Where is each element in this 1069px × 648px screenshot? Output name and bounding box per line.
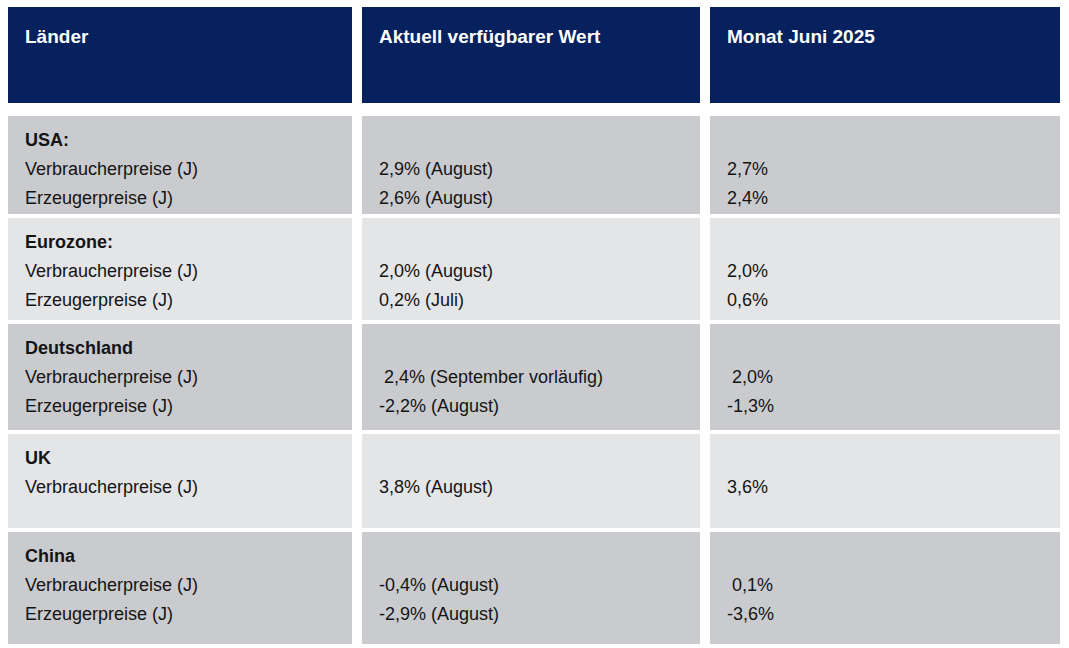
current-values: -0,4% (August) -2,9% (August)	[379, 571, 688, 629]
table-row-eurozone: Eurozone: Verbraucherpreise (J) Erzeuger…	[8, 218, 1060, 320]
current-values: 2,0% (August) 0,2% (Juli)	[379, 257, 688, 315]
line-spacer	[727, 444, 1048, 473]
line-spacer	[727, 126, 1048, 155]
line-spacer	[727, 334, 1048, 363]
current-values: 2,4% (September vorläufig) -2,2% (August…	[379, 363, 688, 421]
june-values: 3,6%	[727, 473, 1048, 502]
june-value-cell: 2,0% 0,6%	[710, 218, 1060, 320]
country-cell: Eurozone: Verbraucherpreise (J) Erzeuger…	[8, 218, 352, 320]
header-laender: Länder	[8, 7, 352, 103]
june-values: 0,1% -3,6%	[727, 571, 1048, 629]
line-spacer	[379, 334, 688, 363]
current-value-cell: 2,4% (September vorläufig) -2,2% (August…	[362, 324, 700, 430]
current-values: 2,9% (August) 2,6% (August)	[379, 155, 688, 213]
header-monat-juni: Monat Juni 2025	[710, 7, 1060, 103]
table-row-usa: USA: Verbraucherpreise (J) Erzeugerpreis…	[8, 116, 1060, 214]
country-cell: UK Verbraucherpreise (J)	[8, 434, 352, 528]
june-values: 2,7% 2,4%	[727, 155, 1048, 213]
table-row-deutschland: Deutschland Verbraucherpreise (J) Erzeug…	[8, 324, 1060, 430]
current-value-cell: 3,8% (August)	[362, 434, 700, 528]
june-value-cell: 0,1% -3,6%	[710, 532, 1060, 644]
indicator-labels: Verbraucherpreise (J) Erzeugerpreise (J)	[25, 363, 340, 421]
current-value-cell: 2,0% (August) 0,2% (Juli)	[362, 218, 700, 320]
indicator-labels: Verbraucherpreise (J)	[25, 473, 340, 502]
current-value-cell: -0,4% (August) -2,9% (August)	[362, 532, 700, 644]
country-name: Eurozone:	[25, 228, 340, 257]
line-spacer	[379, 126, 688, 155]
table-header-row: Länder Aktuell verfügbarer Wert Monat Ju…	[8, 7, 1060, 103]
line-spacer	[379, 228, 688, 257]
line-spacer	[727, 228, 1048, 257]
indicator-labels: Verbraucherpreise (J) Erzeugerpreise (J)	[25, 257, 340, 315]
country-name: USA:	[25, 126, 340, 155]
country-name: China	[25, 542, 340, 571]
line-spacer	[727, 542, 1048, 571]
june-value-cell: 2,7% 2,4%	[710, 116, 1060, 214]
indicator-labels: Verbraucherpreise (J) Erzeugerpreise (J)	[25, 155, 340, 213]
country-name: UK	[25, 444, 340, 473]
indicator-labels: Verbraucherpreise (J) Erzeugerpreise (J)	[25, 571, 340, 629]
june-value-cell: 2,0% -1,3%	[710, 324, 1060, 430]
table-row-uk: UK Verbraucherpreise (J) 3,8% (August) 3…	[8, 434, 1060, 528]
june-values: 2,0% -1,3%	[727, 363, 1048, 421]
country-cell: China Verbraucherpreise (J) Erzeugerprei…	[8, 532, 352, 644]
country-cell: USA: Verbraucherpreise (J) Erzeugerpreis…	[8, 116, 352, 214]
june-values: 2,0% 0,6%	[727, 257, 1048, 315]
header-aktuell-wert: Aktuell verfügbarer Wert	[362, 7, 700, 103]
current-value-cell: 2,9% (August) 2,6% (August)	[362, 116, 700, 214]
june-value-cell: 3,6%	[710, 434, 1060, 528]
table-row-china: China Verbraucherpreise (J) Erzeugerprei…	[8, 532, 1060, 644]
inflation-table: Länder Aktuell verfügbarer Wert Monat Ju…	[8, 7, 1060, 644]
country-cell: Deutschland Verbraucherpreise (J) Erzeug…	[8, 324, 352, 430]
line-spacer	[379, 542, 688, 571]
current-values: 3,8% (August)	[379, 473, 688, 502]
line-spacer	[379, 444, 688, 473]
country-name: Deutschland	[25, 334, 340, 363]
